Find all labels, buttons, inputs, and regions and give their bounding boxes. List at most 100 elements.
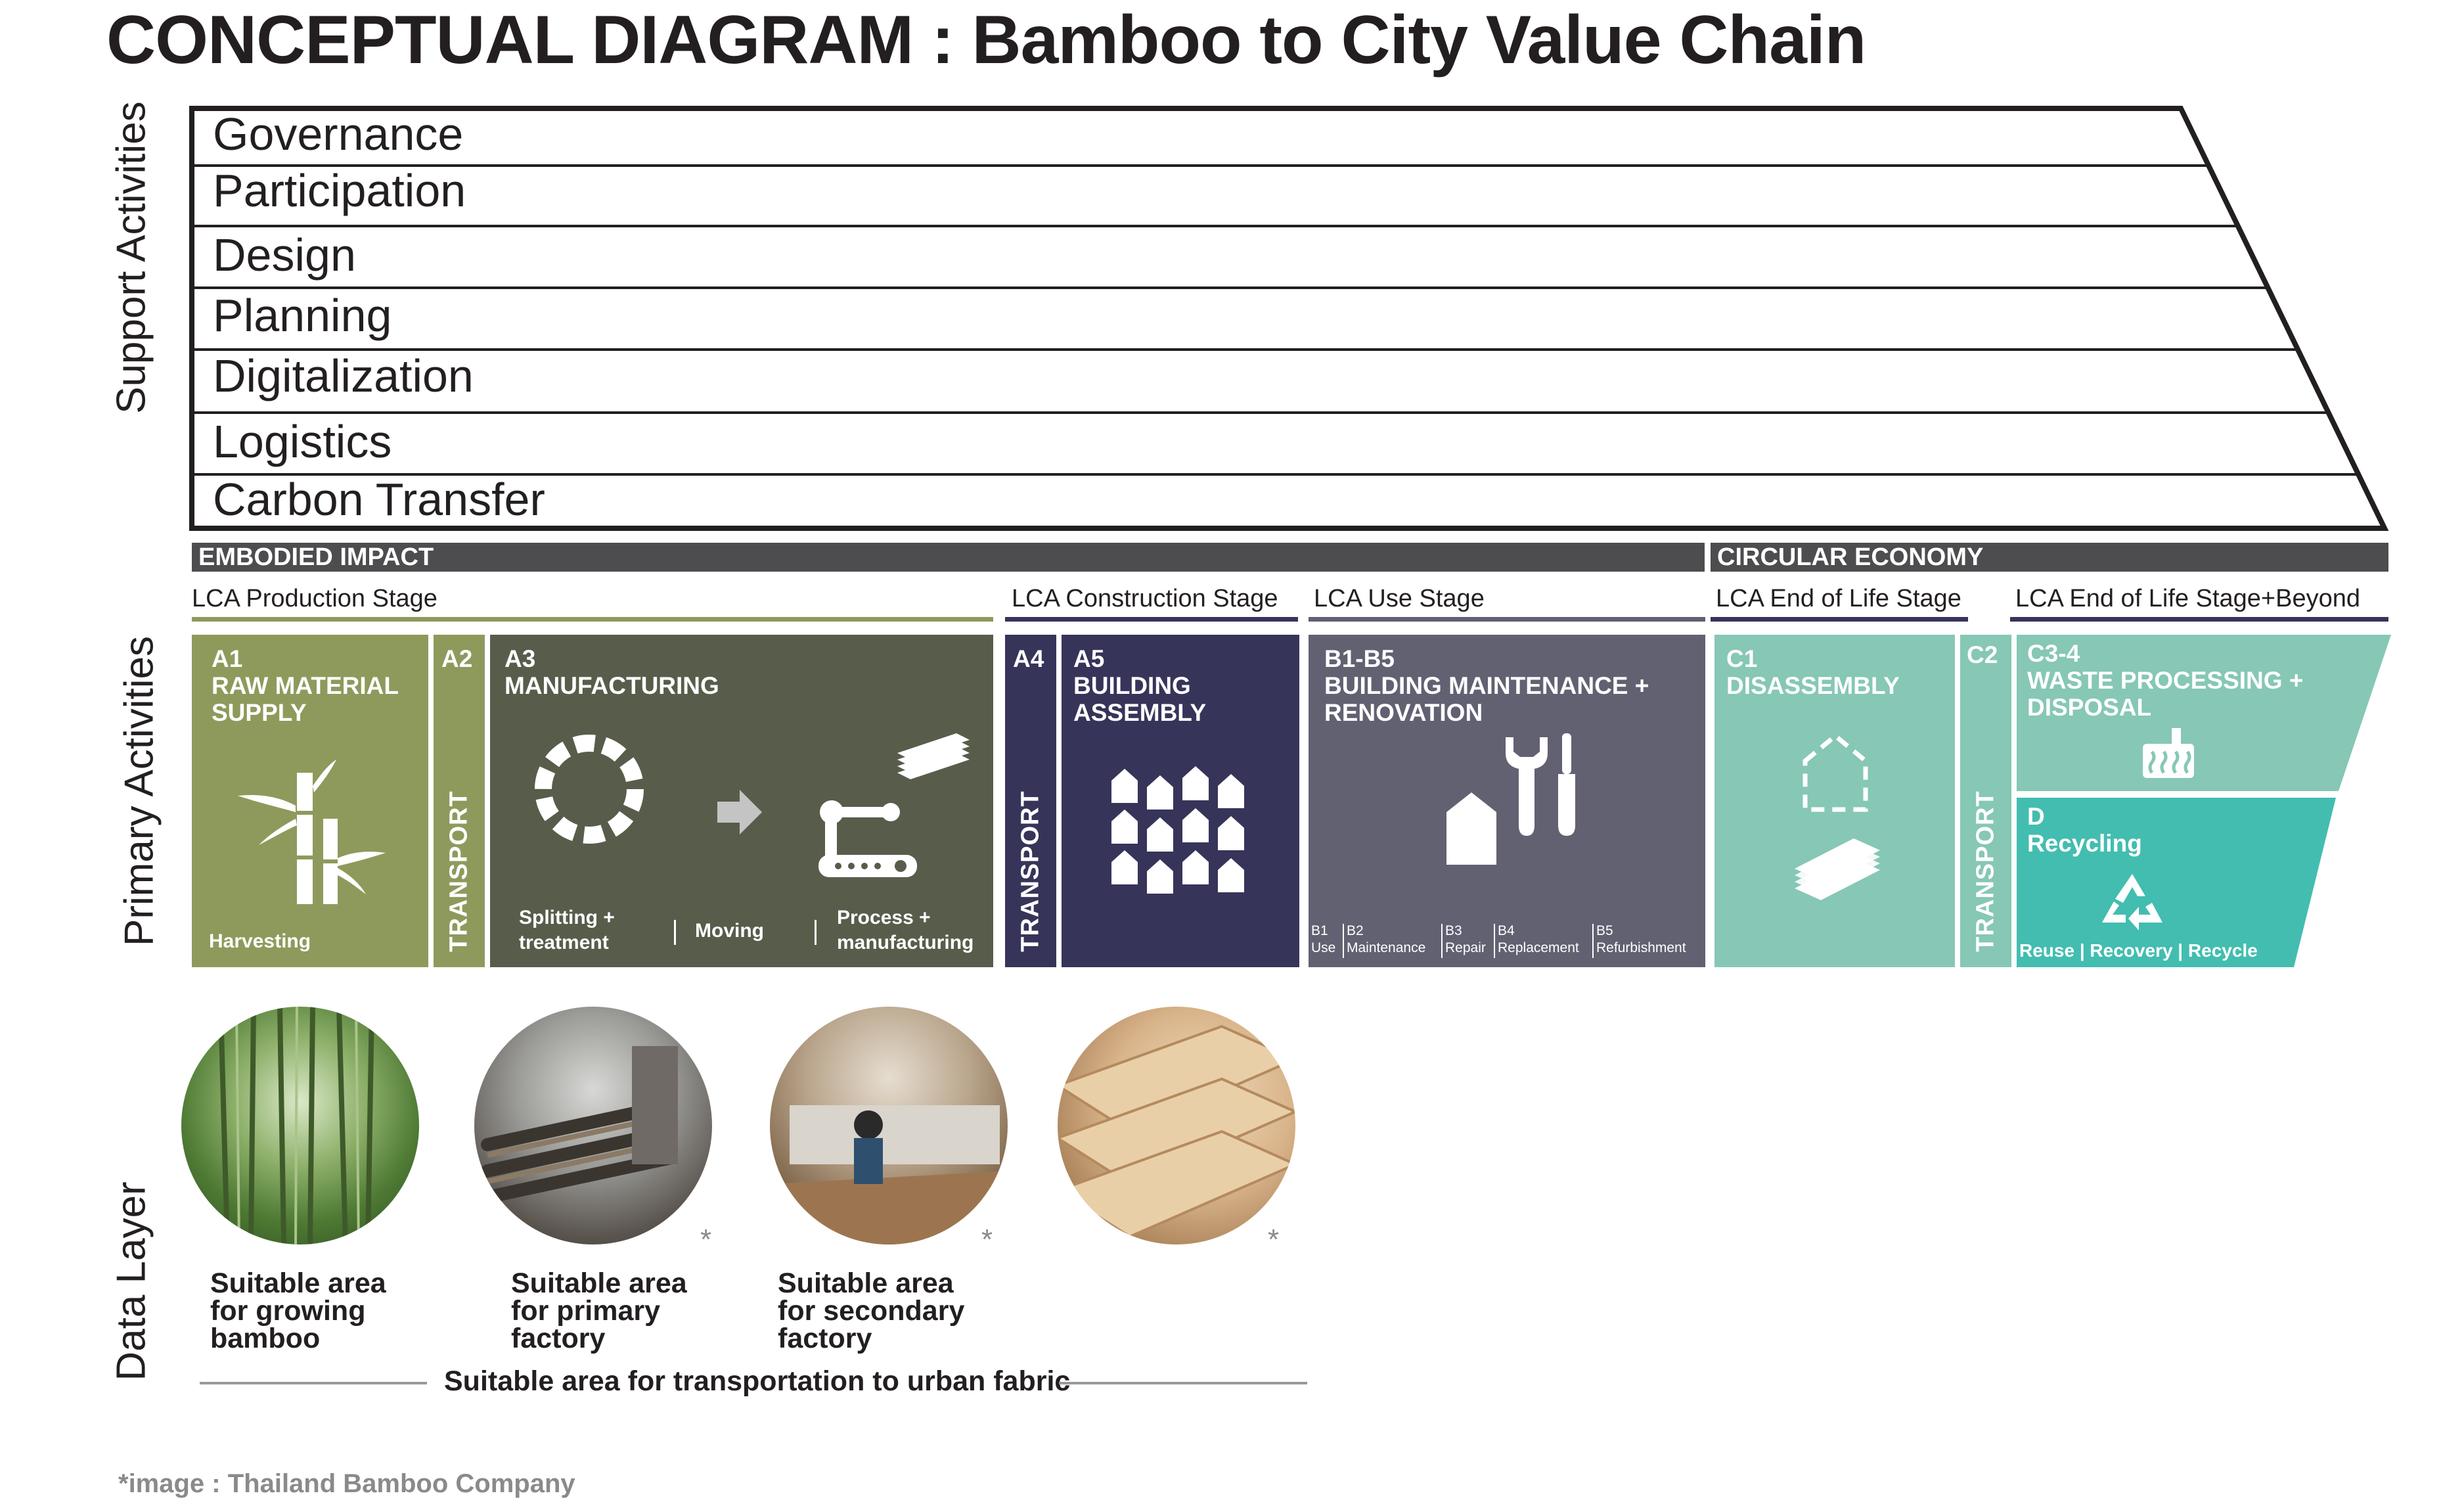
a3-moving-label: Moving — [695, 920, 764, 942]
block-c1-disassembly: C1 DISASSEMBLY — [1714, 635, 1955, 967]
a3-process-line1: Process + — [837, 907, 931, 928]
stage-end-of-life-label: LCA End of Life Stage — [1716, 585, 1961, 612]
b-title-line2: RENOVATION — [1324, 699, 1483, 726]
a5-title-line2: ASSEMBLY — [1073, 699, 1207, 726]
a5-title-line1: BUILDING — [1073, 672, 1191, 699]
a4-code: A4 — [1013, 645, 1044, 672]
b-separator-1 — [1343, 924, 1344, 958]
b-separator-2 — [1441, 924, 1443, 958]
c2-code: C2 — [1967, 641, 1998, 668]
a3-splitting-line2: treatment — [519, 932, 609, 953]
page-title: CONCEPTUAL DIAGRAM : Bamboo to City Valu… — [106, 2, 1866, 78]
houses-cluster-icon — [1111, 766, 1244, 894]
caption-growing-bamboo: Suitable area for growing bamboo — [210, 1267, 386, 1354]
b4-label: Replacement — [1498, 940, 1579, 955]
b5-code: B5 — [1596, 923, 1613, 938]
a3-title: MANUFACTURING — [504, 672, 719, 699]
stage-use-underline — [1309, 617, 1705, 622]
image-credit-footnote: *image : Thailand Bamboo Company — [118, 1469, 575, 1498]
block-b-maintenance-renovation: B1-B5 BUILDING MAINTENANCE + RENOVATION … — [1309, 635, 1705, 967]
support-row-logistics: Logistics — [213, 416, 392, 467]
caption-secondary-factory: Suitable area for secondary factory — [778, 1267, 965, 1354]
b-code: B1-B5 — [1324, 645, 1395, 672]
photo-bamboo-forest — [181, 1007, 419, 1244]
block-a4-transport: A4 TRANSPORT — [1005, 635, 1056, 967]
b1-label: Use — [1311, 940, 1336, 955]
house-icon — [1446, 792, 1496, 865]
arrow-right-icon — [717, 790, 762, 834]
lumber-stack-icon — [1795, 838, 1880, 900]
stage-construction-label: LCA Construction Stage — [1012, 585, 1278, 612]
circular-economy-bar: CIRCULAR ECONOMY — [1711, 543, 2388, 572]
a5-code: A5 — [1073, 645, 1105, 672]
a2-code: A2 — [441, 645, 473, 672]
dashed-house-icon — [1803, 733, 1868, 812]
b-separator-4 — [1592, 924, 1594, 958]
embodied-impact-bar: EMBODIED IMPACT — [192, 543, 1705, 572]
block-a5-building-assembly: A5 BUILDING ASSEMBLY — [1062, 635, 1299, 967]
c1-code: C1 — [1726, 645, 1758, 672]
a3-code: A3 — [504, 645, 536, 672]
primary-factory-image — [481, 1046, 678, 1204]
a3-separator-1 — [674, 920, 676, 945]
block-a2-transport: A2 TRANSPORT — [434, 635, 485, 967]
a1-title-line1: RAW MATERIAL — [212, 672, 399, 699]
bamboo-forest-image — [218, 1007, 374, 1244]
primary-activities-label: Primary Activities — [116, 636, 162, 946]
photo-laminated-bamboo — [1058, 1007, 1295, 1244]
a1-harvesting-label: Harvesting — [209, 930, 311, 952]
block-c34-waste-processing: C3-4 WASTE PROCESSING + DISPOSAL — [2017, 635, 2345, 792]
c34-shape — [2017, 635, 2391, 791]
photo-credit-star-2: * — [981, 1223, 993, 1256]
bamboo-icon — [238, 760, 386, 904]
stage-use-label: LCA Use Stage — [1314, 585, 1485, 612]
photo-secondary-factory — [770, 1007, 1008, 1244]
support-activities-frame — [189, 106, 2389, 531]
a1-code: A1 — [212, 645, 243, 672]
d-reuse-recovery-recycle: Reuse | Recovery | Recycle — [2019, 940, 2258, 961]
transport-line-left — [200, 1382, 427, 1384]
support-row-planning: Planning — [213, 290, 392, 341]
block-a3-manufacturing: A3 MANUFACTURING Splitting + treatment M… — [490, 635, 993, 967]
c34-title-line1: WASTE PROCESSING + — [2027, 667, 2304, 694]
stage-beyond-label: LCA End of Life Stage+Beyond — [2015, 585, 2361, 612]
stage-end-of-life-underline — [1711, 617, 1968, 622]
recycle-icon — [2102, 874, 2162, 930]
block-d-recycling: D Recycling Reuse | Recovery | Recycle — [2017, 798, 2345, 967]
block-a1-raw-material: A1 RAW MATERIAL SUPPLY Harvesting — [192, 635, 428, 967]
b3-label: Repair — [1445, 940, 1486, 955]
stage-production-label: LCA Production Stage — [192, 585, 437, 612]
c34-code: C3-4 — [2027, 640, 2080, 667]
c1-title: DISASSEMBLY — [1726, 672, 1900, 699]
b2-code: B2 — [1347, 923, 1364, 938]
support-row-carbon-transfer: Carbon Transfer — [213, 474, 545, 525]
b5-label: Refurbishment — [1596, 940, 1686, 955]
b-title-line1: BUILDING MAINTENANCE + — [1324, 672, 1649, 699]
c34-d-shapes — [2017, 635, 2391, 967]
a1-title-line2: SUPPLY — [212, 699, 307, 726]
laminated-bamboo-image — [1058, 1024, 1295, 1239]
factory-waste-icon — [2143, 728, 2194, 778]
support-row-governance: Governance — [213, 108, 464, 160]
a3-separator-2 — [815, 920, 817, 945]
stage-beyond-underline — [2010, 617, 2388, 622]
wrench-screwdriver-icon — [1506, 733, 1575, 836]
b2-label: Maintenance — [1347, 940, 1426, 955]
transport-line-right — [1059, 1382, 1307, 1384]
b4-code: B4 — [1498, 923, 1515, 938]
d-title: Recycling — [2027, 830, 2142, 857]
b-separator-3 — [1494, 924, 1495, 958]
b1-code: B1 — [1311, 923, 1328, 938]
d-shape — [2017, 798, 2336, 967]
b3-code: B3 — [1445, 923, 1462, 938]
a3-process-line2: manufacturing — [837, 932, 974, 953]
support-row-design: Design — [213, 229, 356, 281]
c2-transport-label: TRANSPORT — [1971, 790, 2000, 952]
secondary-factory-image — [770, 1105, 1008, 1244]
transport-line-label: Suitable area for transportation to urba… — [444, 1365, 1071, 1397]
photo-primary-factory — [474, 1007, 712, 1244]
caption-primary-factory: Suitable area for primary factory — [511, 1267, 687, 1354]
d-code: D — [2027, 803, 2045, 830]
a2-transport-label: TRANSPORT — [445, 790, 473, 952]
robot-arm-icon — [818, 733, 970, 877]
